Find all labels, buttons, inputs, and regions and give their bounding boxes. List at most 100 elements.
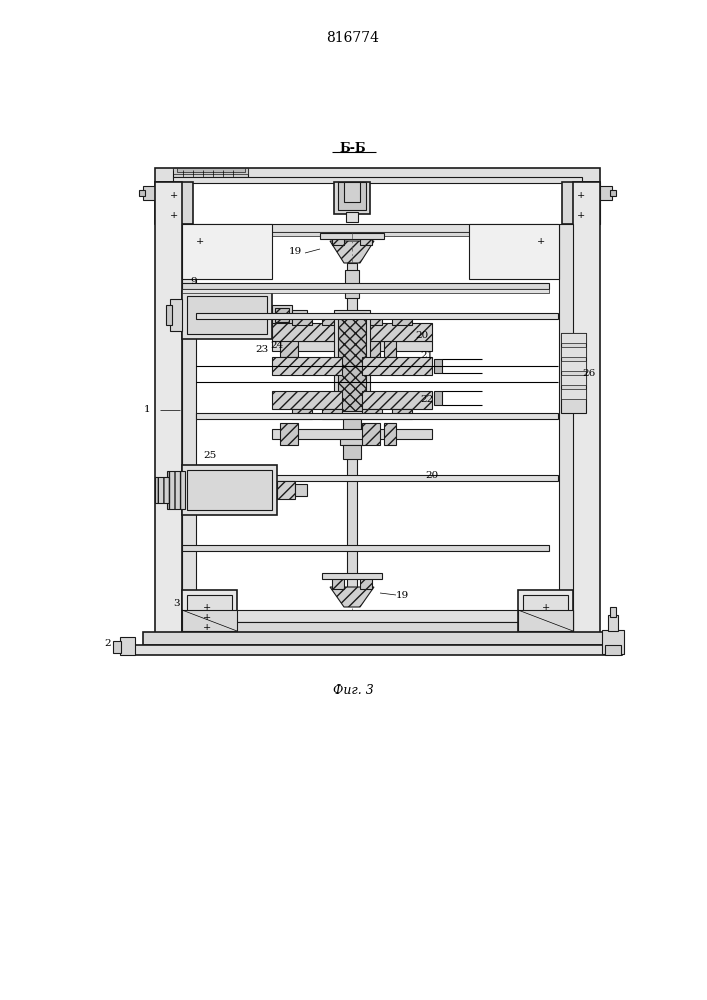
- Bar: [182, 224, 192, 637]
- Bar: [272, 357, 342, 375]
- Bar: [196, 313, 558, 319]
- Text: 25: 25: [204, 450, 216, 460]
- Text: 2: 2: [105, 639, 111, 648]
- Polygon shape: [330, 587, 374, 607]
- Bar: [347, 263, 357, 590]
- Bar: [272, 305, 292, 325]
- Bar: [155, 477, 169, 503]
- Bar: [155, 182, 193, 224]
- Bar: [523, 595, 568, 625]
- Text: 24: 24: [270, 340, 284, 350]
- Bar: [155, 168, 600, 182]
- Polygon shape: [518, 610, 573, 631]
- Bar: [167, 471, 185, 509]
- Bar: [182, 545, 549, 551]
- Bar: [334, 310, 370, 415]
- Bar: [295, 484, 307, 496]
- Text: 816774: 816774: [327, 31, 380, 45]
- Bar: [340, 435, 364, 445]
- Bar: [559, 224, 573, 637]
- Bar: [170, 299, 182, 331]
- Text: +: +: [203, 612, 211, 621]
- Bar: [362, 391, 432, 409]
- Bar: [322, 573, 382, 579]
- Bar: [187, 296, 267, 334]
- Bar: [600, 186, 612, 200]
- Bar: [469, 224, 559, 279]
- Bar: [143, 632, 612, 645]
- Bar: [196, 475, 558, 481]
- Text: Фиг. 3: Фиг. 3: [332, 684, 373, 696]
- Bar: [292, 310, 307, 320]
- Polygon shape: [182, 610, 237, 631]
- Text: +: +: [170, 212, 178, 221]
- Bar: [182, 622, 573, 632]
- Text: 20: 20: [426, 471, 438, 480]
- Text: 23: 23: [255, 346, 269, 355]
- Bar: [182, 465, 277, 515]
- Bar: [561, 361, 586, 371]
- Bar: [272, 429, 432, 439]
- Polygon shape: [330, 241, 374, 263]
- Bar: [610, 190, 616, 196]
- Bar: [362, 409, 382, 419]
- Bar: [362, 323, 432, 341]
- Bar: [177, 168, 245, 172]
- Bar: [182, 283, 549, 289]
- Bar: [187, 595, 232, 625]
- Bar: [434, 359, 442, 373]
- Bar: [345, 270, 359, 298]
- Bar: [155, 182, 182, 645]
- Bar: [360, 577, 372, 589]
- Text: +: +: [203, 602, 211, 611]
- Bar: [343, 347, 361, 357]
- Bar: [561, 347, 586, 357]
- Text: +: +: [542, 602, 550, 611]
- Text: +: +: [577, 192, 585, 200]
- Bar: [362, 357, 432, 375]
- Bar: [343, 445, 361, 459]
- Bar: [139, 190, 145, 196]
- Bar: [277, 481, 295, 499]
- Bar: [173, 168, 248, 174]
- Bar: [182, 291, 272, 339]
- Bar: [344, 182, 360, 202]
- Bar: [166, 305, 172, 325]
- Bar: [155, 182, 180, 224]
- Text: 21: 21: [421, 351, 433, 360]
- Bar: [561, 389, 586, 399]
- Text: 22: 22: [421, 395, 433, 404]
- Bar: [182, 590, 237, 642]
- Text: Б-Б: Б-Б: [339, 141, 366, 154]
- Bar: [340, 337, 364, 347]
- Bar: [561, 333, 586, 413]
- Bar: [362, 423, 380, 445]
- Bar: [338, 313, 366, 411]
- Bar: [610, 607, 616, 617]
- Bar: [320, 233, 384, 239]
- Text: +: +: [196, 237, 204, 246]
- Bar: [575, 182, 600, 224]
- Text: +: +: [537, 237, 545, 246]
- Bar: [362, 335, 380, 357]
- Bar: [120, 637, 135, 655]
- Text: 9: 9: [191, 276, 197, 286]
- Bar: [338, 182, 366, 210]
- Bar: [384, 423, 396, 445]
- Bar: [561, 333, 586, 343]
- Bar: [292, 315, 312, 325]
- Bar: [182, 224, 196, 637]
- Bar: [360, 235, 372, 245]
- Text: +: +: [170, 192, 178, 200]
- Bar: [343, 419, 361, 435]
- Text: 3: 3: [174, 598, 180, 607]
- Bar: [343, 323, 361, 337]
- Bar: [518, 590, 573, 642]
- Bar: [392, 409, 412, 419]
- Bar: [292, 409, 312, 419]
- Bar: [275, 308, 289, 322]
- Bar: [608, 615, 618, 631]
- Bar: [605, 645, 621, 655]
- Text: 19: 19: [288, 246, 302, 255]
- Bar: [561, 375, 586, 385]
